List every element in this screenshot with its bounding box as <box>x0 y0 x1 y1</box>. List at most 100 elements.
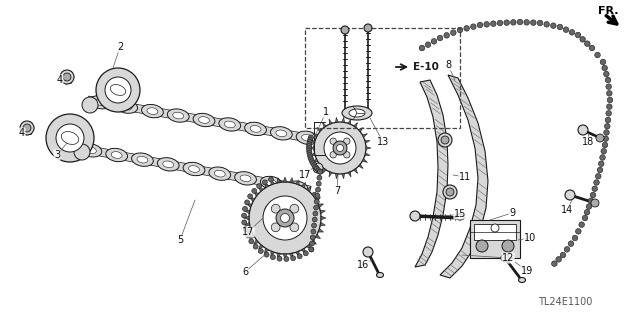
Text: 10: 10 <box>524 233 536 243</box>
Text: 1: 1 <box>323 107 329 117</box>
Ellipse shape <box>209 167 230 180</box>
Ellipse shape <box>244 122 266 136</box>
Polygon shape <box>289 178 293 183</box>
Circle shape <box>438 133 452 147</box>
Circle shape <box>314 122 366 174</box>
Circle shape <box>579 222 584 227</box>
Circle shape <box>324 132 356 164</box>
Polygon shape <box>283 254 287 259</box>
Polygon shape <box>318 204 324 207</box>
Circle shape <box>333 141 347 155</box>
Circle shape <box>564 247 570 252</box>
Circle shape <box>311 229 316 234</box>
Polygon shape <box>264 182 269 188</box>
Ellipse shape <box>260 176 282 190</box>
Circle shape <box>307 152 312 158</box>
Circle shape <box>606 84 611 89</box>
Circle shape <box>242 220 247 225</box>
Text: 9: 9 <box>509 208 515 218</box>
Circle shape <box>241 213 246 218</box>
Circle shape <box>310 241 314 246</box>
Text: 19: 19 <box>521 266 533 276</box>
Circle shape <box>582 215 588 221</box>
Circle shape <box>569 30 575 35</box>
Circle shape <box>313 163 323 173</box>
Circle shape <box>290 223 299 232</box>
Polygon shape <box>309 147 314 149</box>
Circle shape <box>243 226 248 232</box>
Ellipse shape <box>214 170 225 177</box>
Ellipse shape <box>349 109 365 117</box>
Text: 16: 16 <box>357 260 369 270</box>
Ellipse shape <box>292 184 303 191</box>
Circle shape <box>309 247 314 252</box>
Circle shape <box>253 244 258 249</box>
Polygon shape <box>310 153 315 156</box>
Polygon shape <box>301 248 305 254</box>
Circle shape <box>308 137 313 142</box>
Circle shape <box>511 19 516 25</box>
Circle shape <box>313 164 318 169</box>
Circle shape <box>314 205 319 210</box>
Polygon shape <box>296 251 299 256</box>
Bar <box>470 220 520 258</box>
Ellipse shape <box>132 153 154 166</box>
Circle shape <box>596 134 604 142</box>
Polygon shape <box>277 178 280 183</box>
Circle shape <box>291 256 296 261</box>
Ellipse shape <box>111 152 122 158</box>
Circle shape <box>307 150 312 155</box>
Circle shape <box>316 187 321 192</box>
Polygon shape <box>321 216 326 220</box>
Ellipse shape <box>219 118 241 131</box>
Ellipse shape <box>167 109 189 122</box>
Circle shape <box>464 26 470 31</box>
Ellipse shape <box>342 106 372 120</box>
Polygon shape <box>323 169 326 174</box>
Circle shape <box>284 256 289 262</box>
Circle shape <box>314 199 319 204</box>
Polygon shape <box>312 134 317 137</box>
Ellipse shape <box>240 175 251 182</box>
Polygon shape <box>244 216 249 220</box>
Circle shape <box>248 194 253 199</box>
Polygon shape <box>348 119 351 124</box>
Text: 13: 13 <box>377 137 389 147</box>
Polygon shape <box>277 253 280 258</box>
Text: 7: 7 <box>334 186 340 196</box>
Circle shape <box>330 138 337 145</box>
Ellipse shape <box>121 103 132 110</box>
Circle shape <box>364 24 372 32</box>
Text: 6: 6 <box>242 267 248 277</box>
Circle shape <box>312 217 317 222</box>
Circle shape <box>537 20 543 26</box>
Text: 14: 14 <box>561 205 573 215</box>
Polygon shape <box>354 122 358 127</box>
Circle shape <box>604 123 610 129</box>
Text: 11: 11 <box>459 172 471 182</box>
Circle shape <box>590 192 596 198</box>
Circle shape <box>560 252 566 258</box>
Text: FR.: FR. <box>598 6 618 16</box>
Ellipse shape <box>106 148 127 162</box>
Circle shape <box>23 124 31 132</box>
Polygon shape <box>335 117 338 122</box>
Polygon shape <box>264 248 269 254</box>
Ellipse shape <box>95 99 106 106</box>
Circle shape <box>308 157 314 162</box>
Polygon shape <box>307 187 311 192</box>
Circle shape <box>565 190 575 200</box>
Circle shape <box>544 22 550 27</box>
Text: 18: 18 <box>582 137 594 147</box>
Circle shape <box>550 23 556 28</box>
Circle shape <box>317 175 322 180</box>
Text: 5: 5 <box>177 235 183 245</box>
Ellipse shape <box>163 161 173 168</box>
Circle shape <box>268 177 273 182</box>
Ellipse shape <box>266 180 276 186</box>
Ellipse shape <box>376 272 383 278</box>
Ellipse shape <box>286 181 308 194</box>
Polygon shape <box>315 197 321 202</box>
Circle shape <box>607 97 613 103</box>
Circle shape <box>557 24 563 30</box>
